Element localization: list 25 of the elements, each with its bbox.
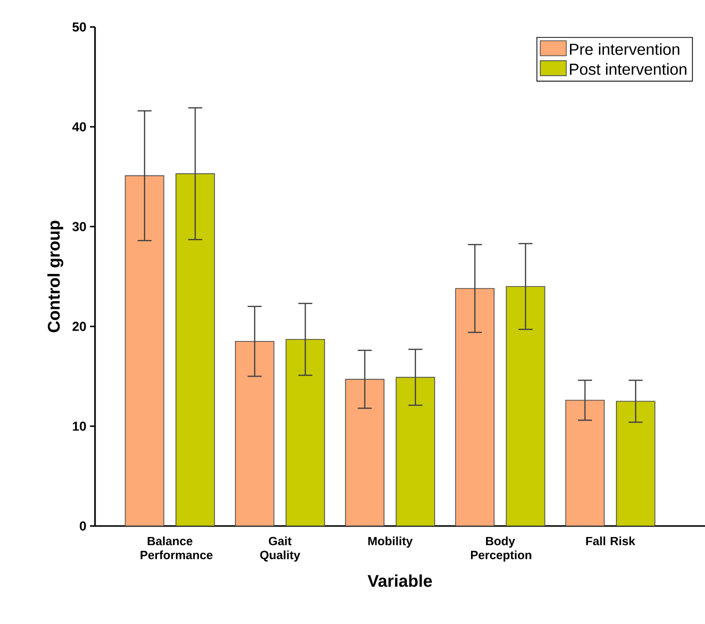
bar [286,338,325,526]
y-tick-label: 20 [72,322,86,331]
y-tick-label: 50 [72,22,86,32]
bar [396,376,436,526]
bar [124,175,164,526]
bar [455,288,495,526]
bar [506,286,546,526]
y-tick-label: 40 [72,122,86,132]
bar [176,173,215,526]
y-axis-title: Control group [47,220,64,332]
x-tick-label: Balance Performance [140,536,213,560]
y-tick-label: 30 [72,222,86,232]
y-tick-label: 0 [80,521,86,531]
x-tick-label: Body Perception [471,536,532,562]
x-tick-label: Fall Risk [586,536,636,546]
bar [565,400,605,526]
bar [234,340,274,526]
bar [616,400,656,526]
y-tick-label: 10 [72,422,86,431]
legend-label: Pre intervention [570,43,680,55]
bar [345,378,384,526]
x-axis-title: Variable [368,574,432,587]
x-tick-label: Mobility [368,536,413,548]
legend-label: Post intervention [570,63,686,75]
x-tick-label: Gait Quality [260,536,300,562]
